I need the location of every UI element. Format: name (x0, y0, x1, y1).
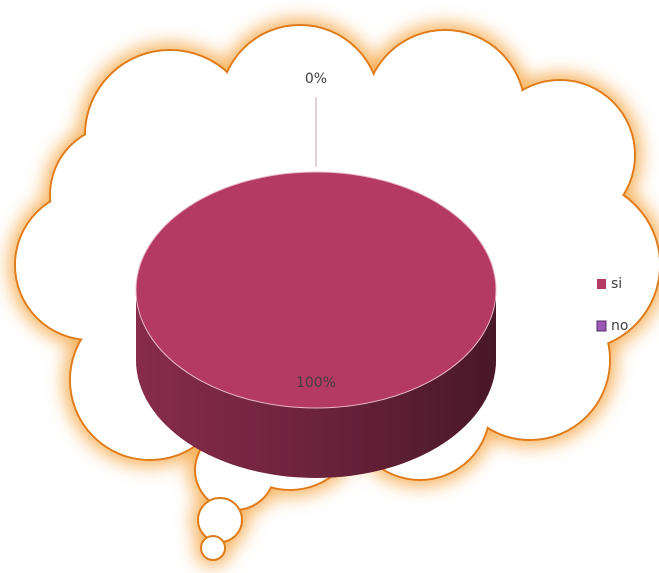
cloud-part (200, 535, 226, 561)
pie-slice (135, 171, 497, 409)
legend-label: si (611, 276, 622, 292)
data-label: 100% (296, 375, 336, 391)
cloud-part (197, 497, 243, 543)
legend-swatch (597, 279, 606, 289)
legend-label: no (611, 318, 628, 334)
pie-side-shade (136, 290, 496, 478)
plot: 100% 0% si no (135, 71, 628, 478)
legend-swatch (596, 320, 607, 332)
data-label: 0% (305, 71, 327, 87)
